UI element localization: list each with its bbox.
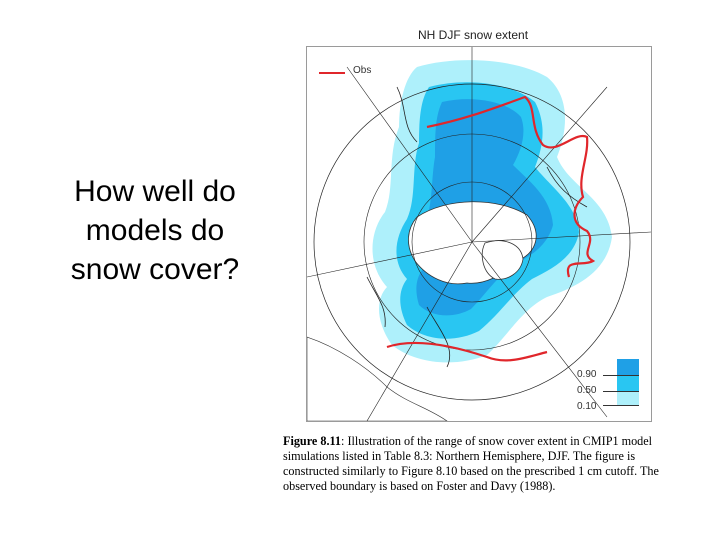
snow-extent-map: Obs 0.90 0.50 0.10 xyxy=(306,46,652,422)
slide-question: How well do models do snow cover? xyxy=(40,172,270,289)
caption-label: Figure 8.11 xyxy=(283,434,342,448)
scale-label-090: 0.90 xyxy=(577,369,597,380)
coastline xyxy=(366,86,588,368)
caption-text: : Illustration of the range of snow cove… xyxy=(283,434,659,493)
legend-obs-label: Obs xyxy=(353,65,372,76)
question-line-2: models do xyxy=(85,214,225,247)
map-title: NH DJF snow extent xyxy=(418,28,529,42)
scale-swatch-mid xyxy=(617,375,639,391)
question-line-3: snow cover? xyxy=(70,253,240,286)
figure-caption: Figure 8.11: Illustration of the range o… xyxy=(283,434,675,494)
land-greenland xyxy=(481,240,524,280)
scale-label-010: 0.10 xyxy=(577,401,597,412)
scale-legend: 0.90 0.50 0.10 xyxy=(577,359,647,415)
question-line-1: How well do xyxy=(74,175,236,208)
polar-map xyxy=(307,47,651,421)
scale-swatch-low xyxy=(617,391,639,405)
scale-label-050: 0.50 xyxy=(577,385,597,396)
scale-swatch-high xyxy=(617,359,639,375)
obs-line-swatch xyxy=(319,72,345,74)
obs-boundary xyxy=(386,95,596,362)
